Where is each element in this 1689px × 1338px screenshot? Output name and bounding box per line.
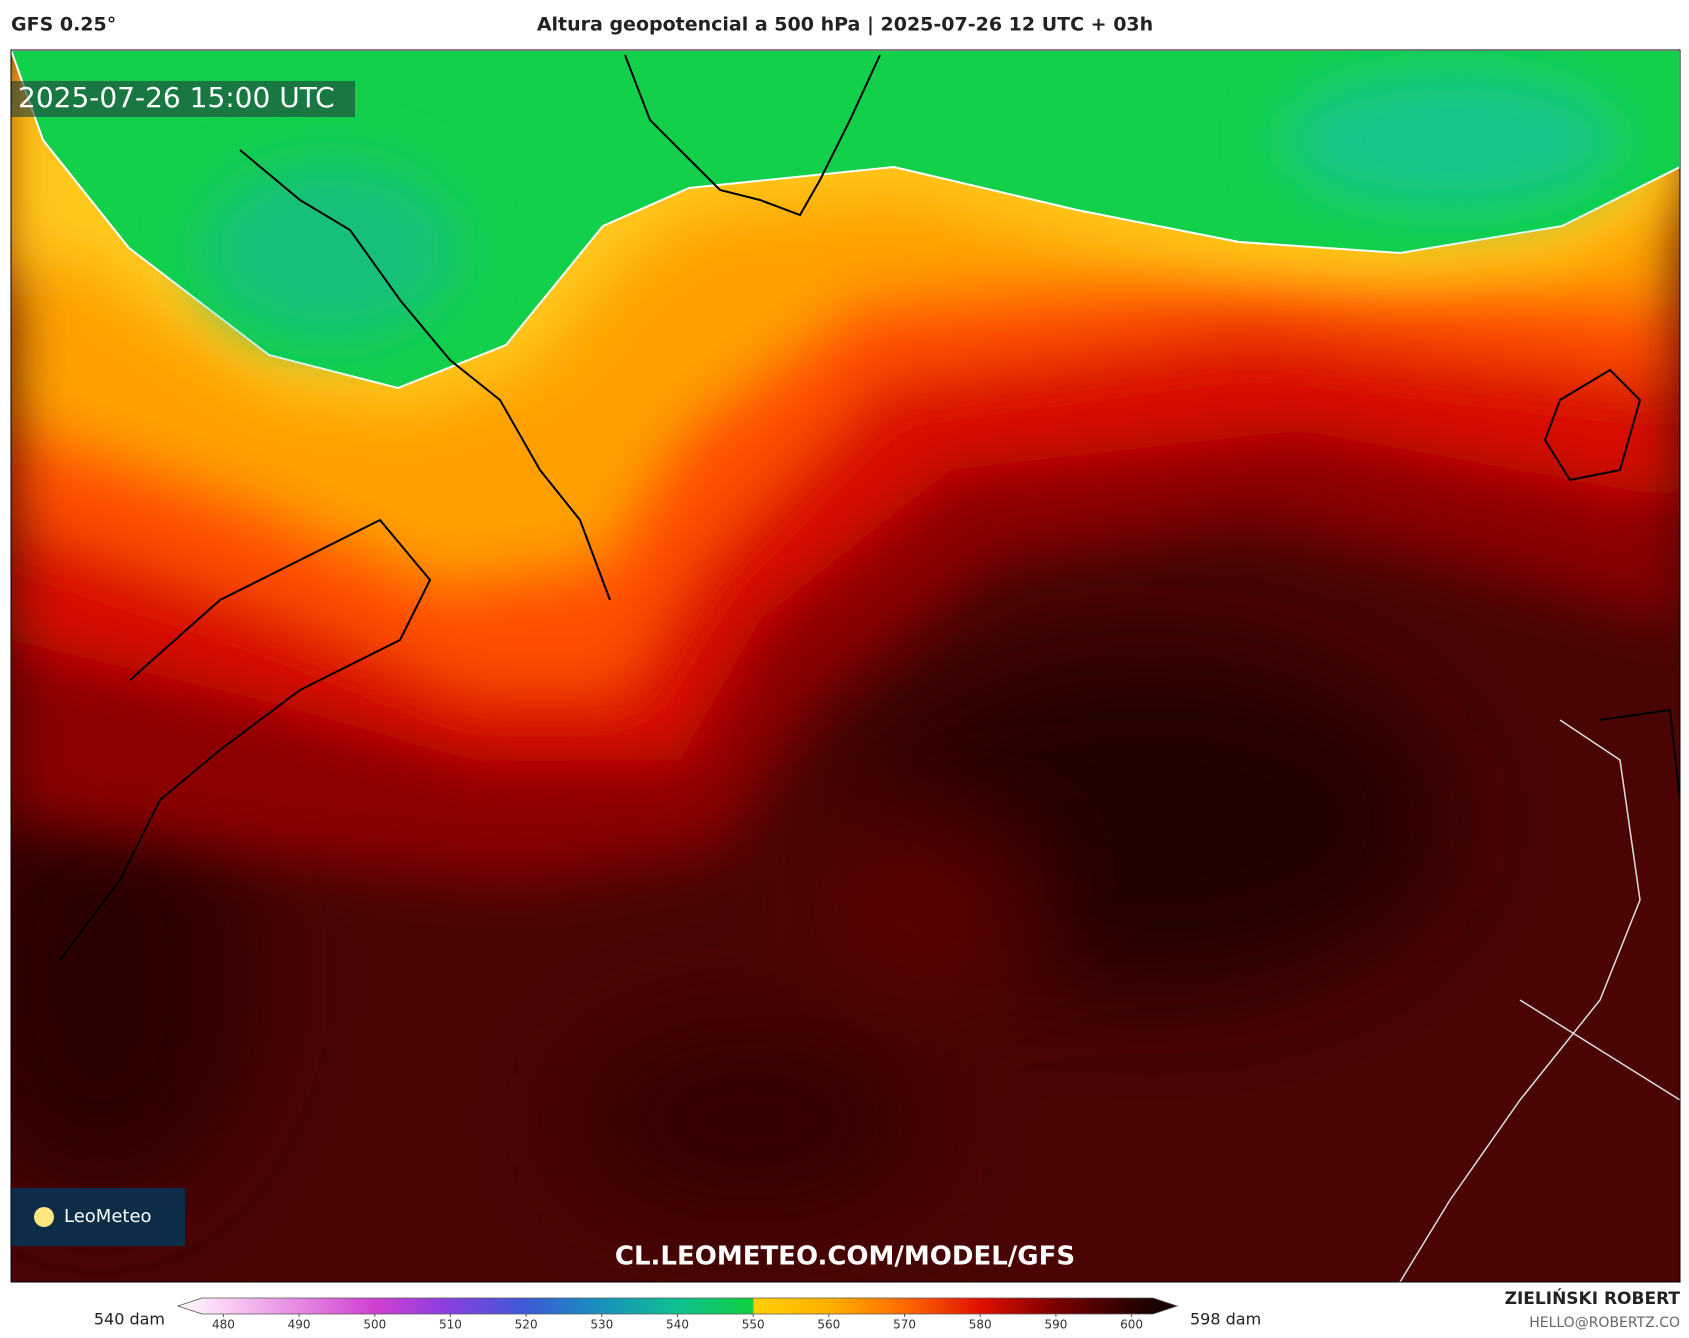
colorbar-tick-label: 500: [363, 1318, 386, 1332]
colorbar-tick-label: 510: [439, 1318, 462, 1332]
logo-sun: [34, 1207, 54, 1227]
colorbar-tick-label: 530: [590, 1318, 613, 1332]
colorbar: 480 490 500 510 520 530 540 550 560 570 580 590 600: [176, 1297, 1179, 1332]
time-box: [11, 81, 355, 117]
colorbar-tick-label: 480: [212, 1318, 235, 1332]
author: ZIELIŃSKI ROBERT: [1505, 1287, 1681, 1309]
colorbar-tick-label: 590: [1044, 1318, 1067, 1332]
source-url: CL.LEOMETEO.COM/MODEL/GFS: [615, 1242, 1075, 1272]
colorbar-tick-label: 540: [666, 1318, 689, 1332]
logo-text: LeoMeteo: [64, 1206, 152, 1227]
model-label: GFS 0.25°: [11, 14, 116, 36]
colorbar-tick-label: 560: [817, 1318, 840, 1332]
colorbar-tick-label: 580: [969, 1318, 992, 1332]
coastline: [59, 54, 1680, 961]
map-title: Altura geopotencial a 500 hPa | 2025-07-…: [537, 14, 1153, 36]
colorbar-tick-label: 520: [515, 1318, 538, 1332]
email: HELLO@ROBERTZ.CO: [1529, 1315, 1680, 1331]
map-frame: [10, 49, 1681, 1283]
valid-time: 2025-07-26 15:00 UTC: [18, 81, 335, 114]
borders: [1399, 719, 1680, 1282]
colorbar-tick-label: 600: [1120, 1318, 1143, 1332]
colorbar-min-label: 540 dam: [94, 1310, 165, 1329]
colorbar-tick-label: 490: [288, 1318, 311, 1332]
colorbar-tick-label: 570: [893, 1318, 916, 1332]
colorbar-tick-label: 550: [742, 1318, 765, 1332]
colorbar-scale: [176, 1297, 1179, 1315]
colorbar-max-label: 598 dam: [1190, 1310, 1261, 1329]
map-area: 2025-07-26 15:00 UTC LeoMeteo CL.LEOMETE…: [11, 50, 1680, 1282]
